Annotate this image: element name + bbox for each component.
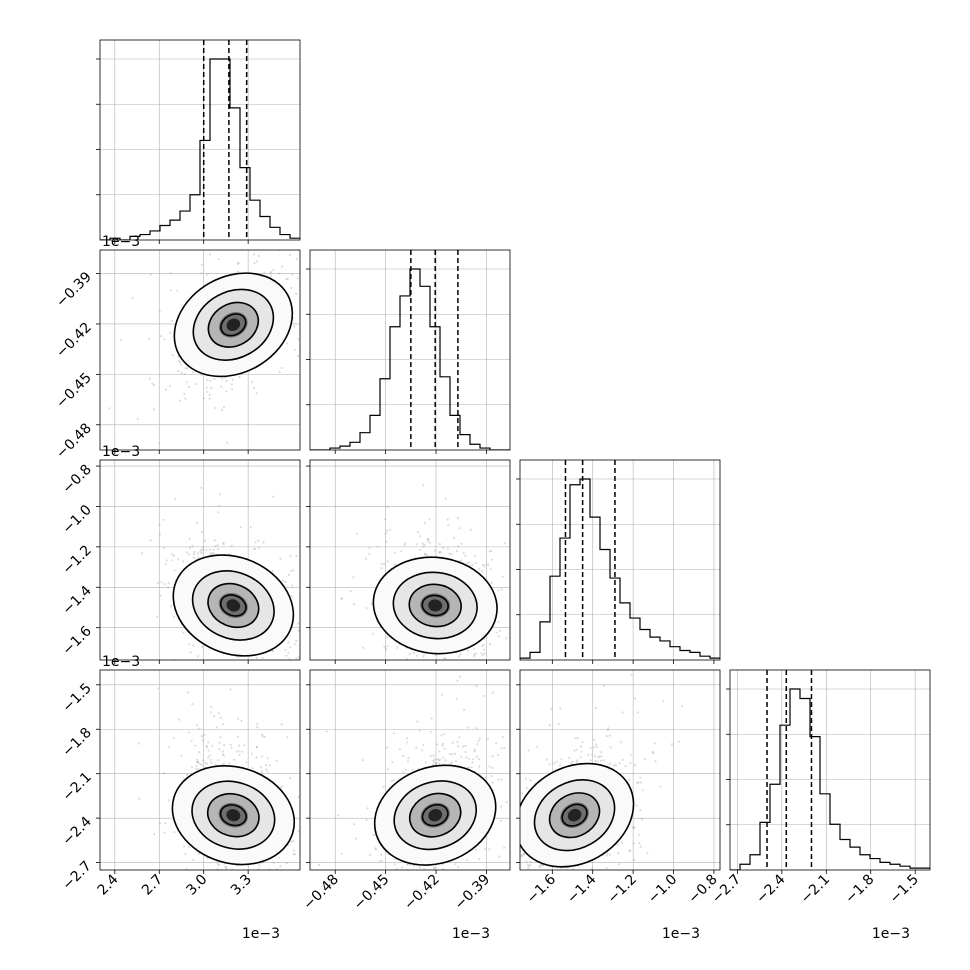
panel-3-1 (306, 669, 511, 874)
x-offset-label: 1e−3 (242, 926, 280, 942)
contour-1 (192, 288, 275, 361)
contour-2 (408, 792, 462, 838)
y-tick-label: −2.1 (59, 769, 94, 804)
panel-frame (99, 669, 301, 871)
contour-2 (408, 583, 462, 628)
contour-1 (191, 780, 276, 850)
density-3-2 (520, 763, 634, 867)
panel-2-2 (516, 459, 721, 664)
contour-3 (421, 803, 449, 827)
x-tick-label: −2.1 (798, 872, 833, 907)
contour-3 (561, 803, 588, 827)
x-tick-label: −1.2 (605, 872, 640, 907)
contour-0 (172, 554, 295, 657)
y-tick-label: −1.6 (59, 623, 94, 658)
x-tick-label: −0.48 (300, 872, 342, 914)
contour-2 (206, 792, 260, 838)
panel-1-1 (306, 249, 511, 454)
panel-2-0 (96, 459, 301, 664)
panel-frame (99, 249, 301, 451)
x-tick-label: −1.8 (842, 872, 877, 907)
panel-frame (309, 669, 511, 871)
contour-3 (219, 804, 247, 827)
y-tick-label: −1.0 (59, 502, 94, 537)
panels (96, 39, 931, 874)
panel-2-1 (306, 459, 511, 664)
contour-3 (421, 594, 449, 617)
y-tick-label: −0.48 (53, 420, 95, 462)
contour-0 (373, 764, 497, 866)
y-tick-label: −1.2 (59, 542, 94, 577)
y-tick-label: −1.5 (59, 680, 94, 715)
x-offset-label: 1e−3 (872, 926, 910, 942)
panel-frame (519, 459, 721, 661)
contour-1 (393, 780, 478, 851)
contour-2 (548, 792, 601, 839)
x-offset-label: 1e−3 (662, 926, 700, 942)
contour-1 (392, 571, 478, 640)
histogram-3 (730, 688, 930, 870)
y-tick-label: −2.4 (59, 814, 94, 849)
x-tick-label: −1.0 (645, 872, 680, 907)
panel-3-2 (516, 669, 721, 874)
density-2-1 (373, 557, 498, 654)
panel-3-0 (96, 669, 301, 874)
contour-2 (207, 301, 260, 348)
density-3-1 (374, 765, 496, 866)
y-tick-label: −2.7 (59, 858, 94, 893)
density-2-0 (173, 555, 294, 656)
y-offset-label: 1e−3 (102, 234, 140, 250)
panel-frame (309, 459, 511, 661)
panel-3-3 (726, 669, 931, 874)
x-tick-label: −0.45 (351, 872, 393, 914)
contour-1 (191, 570, 275, 641)
x-tick-label: 2.4 (95, 871, 122, 898)
y-tick-label: −1.8 (59, 725, 94, 760)
contour-0 (171, 765, 296, 866)
x-tick-label: −0.42 (401, 872, 443, 914)
panel-1-0 (96, 249, 301, 454)
x-tick-label: −1.6 (524, 871, 559, 906)
histogram-0 (100, 58, 300, 240)
y-tick-label: −0.39 (53, 269, 95, 311)
panel-0-0 (96, 39, 301, 244)
y-tick-label: −0.45 (53, 370, 95, 412)
contour-0 (173, 272, 294, 378)
contour-2 (207, 582, 260, 629)
histogram-2 (520, 478, 720, 660)
density-3-0 (172, 765, 295, 865)
x-offset-label: 1e−3 (452, 926, 490, 942)
histogram-1 (310, 268, 510, 450)
contour-0 (372, 556, 498, 655)
panel-frame (519, 669, 721, 871)
x-tick-label: −1.5 (887, 872, 922, 907)
x-tick-label: −2.4 (753, 871, 788, 906)
y-tick-label: −0.42 (53, 319, 95, 361)
x-tick-label: −1.4 (564, 871, 599, 906)
contour-3 (219, 594, 247, 617)
x-tick-label: −0.39 (452, 872, 494, 914)
x-tick-label: 3.0 (183, 872, 210, 899)
x-tick-label: 2.7 (139, 872, 166, 899)
panel-frame (309, 249, 511, 451)
y-offset-label: 1e−3 (102, 654, 140, 670)
y-offset-label: 1e−3 (102, 444, 140, 460)
contour-3 (220, 313, 247, 337)
y-tick-label: −1.4 (59, 583, 94, 618)
panel-frame (99, 39, 301, 241)
panel-frame (99, 459, 301, 661)
x-tick-label: 3.3 (228, 872, 255, 899)
panel-frame (729, 669, 931, 871)
contour-1 (533, 779, 616, 852)
y-tick-label: −0.8 (59, 462, 94, 497)
